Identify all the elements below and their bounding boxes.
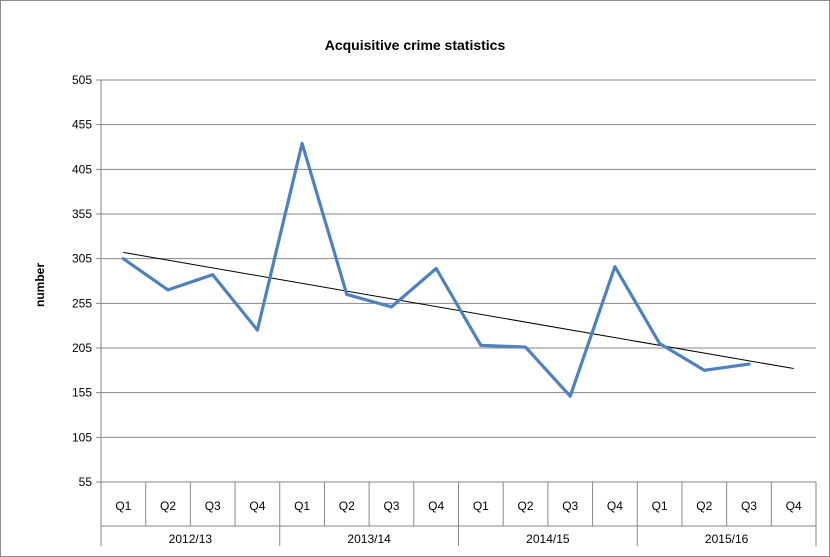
x-tick-label: Q2	[339, 499, 355, 513]
series-group	[121, 141, 751, 398]
y-tick-label: 155	[72, 386, 92, 400]
x-tick-label: Q1	[115, 499, 131, 513]
y-tick-label: 105	[72, 430, 92, 444]
x-tick-label: Q1	[652, 499, 668, 513]
y-tick-label: 505	[72, 73, 92, 87]
y-tick-label: 405	[72, 162, 92, 176]
y-tick-label: 305	[72, 252, 92, 266]
x-tick-label: Q1	[294, 499, 310, 513]
x-tick-label: Q4	[607, 499, 623, 513]
y-tick-label: 255	[72, 296, 92, 310]
x-tick-label: Q3	[383, 499, 399, 513]
x-tick-label: Q4	[249, 499, 265, 513]
y-tick-label: 55	[79, 475, 93, 489]
x-tick-label: Q1	[473, 499, 489, 513]
series-line	[121, 141, 751, 398]
x-year-label: 2012/13	[169, 532, 213, 546]
x-tick-label: Q3	[741, 499, 757, 513]
y-axis-label: number	[33, 263, 47, 307]
x-tick-label: Q3	[562, 499, 578, 513]
y-axis-ticks: 55 105 155 205 255 305 355 405 455 505	[72, 73, 92, 489]
x-tick-label: Q2	[518, 499, 534, 513]
gridlines	[96, 79, 816, 483]
x-tick-label: Q2	[160, 499, 176, 513]
x-tick-label: Q3	[205, 499, 221, 513]
x-year-label: 2015/16	[705, 532, 749, 546]
trendline-group	[123, 251, 794, 370]
x-axis: Q1 Q2 Q3 Q4 Q1 Q2 Q3 Q4 Q1 Q2 Q3 Q4 Q1 Q2 Q3 Q4 2012/13 2…	[100, 482, 817, 546]
x-year-label: 2014/15	[526, 532, 570, 546]
trendline	[123, 251, 794, 370]
chart-title: Acquisitive crime statistics	[325, 37, 506, 53]
x-tick-label: Q4	[786, 499, 802, 513]
x-tick-label: Q2	[696, 499, 712, 513]
x-year-label: 2013/14	[347, 532, 391, 546]
y-tick-label: 205	[72, 341, 92, 355]
x-tick-label: Q4	[428, 499, 444, 513]
y-tick-label: 355	[72, 207, 92, 221]
y-tick-label: 455	[72, 118, 92, 132]
